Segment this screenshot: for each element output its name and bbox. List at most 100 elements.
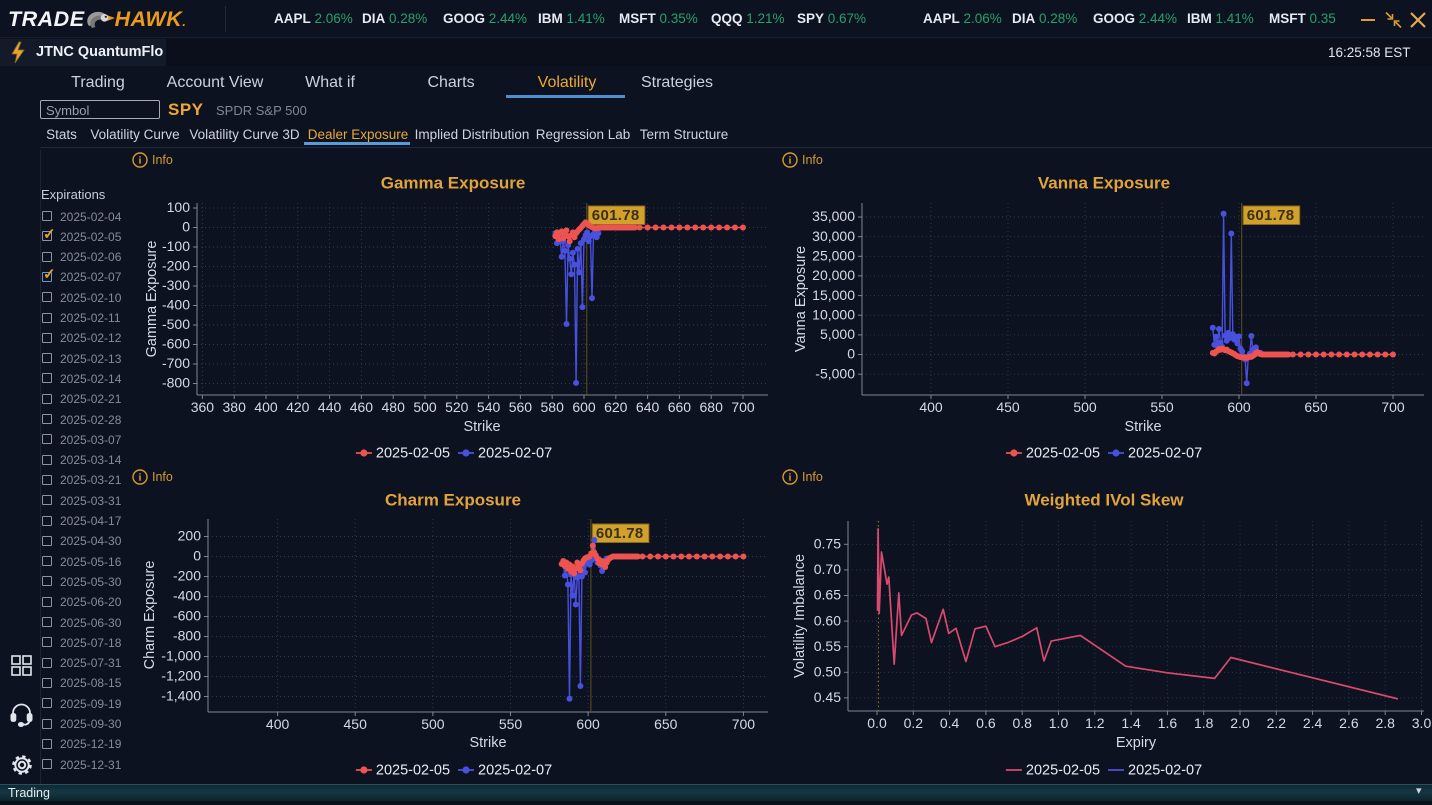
svg-text:650: 650 [1304, 399, 1328, 415]
svg-text:650: 650 [654, 716, 678, 732]
svg-text:Info: Info [152, 153, 173, 167]
svg-text:440: 440 [318, 399, 342, 415]
svg-text:-800: -800 [162, 375, 190, 391]
svg-text:2.2: 2.2 [1267, 715, 1287, 731]
svg-text:Info: Info [152, 470, 173, 484]
svg-text:2025-02-05: 2025-02-05 [1026, 445, 1100, 461]
svg-text:-600: -600 [162, 336, 190, 352]
svg-text:460: 460 [350, 399, 374, 415]
svg-text:0.0: 0.0 [867, 715, 887, 731]
svg-text:-400: -400 [162, 297, 190, 313]
svg-text:-400: -400 [173, 588, 201, 604]
svg-text:700: 700 [732, 716, 756, 732]
svg-text:0.75: 0.75 [814, 536, 841, 552]
svg-text:20,000: 20,000 [812, 267, 855, 283]
svg-text:i: i [139, 472, 142, 483]
svg-text:500: 500 [1073, 399, 1097, 415]
svg-text:Strike: Strike [1124, 419, 1161, 435]
svg-text:0.55: 0.55 [814, 638, 841, 654]
svg-text:30,000: 30,000 [812, 228, 855, 244]
svg-text:i: i [789, 155, 792, 166]
svg-text:400: 400 [254, 399, 278, 415]
svg-text:i: i [139, 155, 142, 166]
svg-text:0.2: 0.2 [904, 715, 924, 731]
svg-text:Charm Exposure: Charm Exposure [142, 561, 158, 670]
svg-text:-1,200: -1,200 [161, 668, 201, 684]
svg-text:100: 100 [167, 199, 191, 215]
svg-text:-600: -600 [173, 608, 201, 624]
svg-text:15,000: 15,000 [812, 287, 855, 303]
svg-text:2.0: 2.0 [1230, 715, 1250, 731]
svg-text:Vanna Exposure: Vanna Exposure [793, 246, 809, 352]
svg-text:3.0: 3.0 [1412, 715, 1432, 731]
svg-text:2.6: 2.6 [1339, 715, 1359, 731]
svg-text:-1,000: -1,000 [161, 648, 201, 664]
svg-text:0.8: 0.8 [1012, 715, 1032, 731]
svg-text:1.2: 1.2 [1085, 715, 1105, 731]
svg-text:700: 700 [1381, 399, 1405, 415]
svg-text:0: 0 [193, 548, 201, 564]
svg-text:0: 0 [182, 219, 190, 235]
svg-text:25,000: 25,000 [812, 248, 855, 264]
svg-text:2025-02-07: 2025-02-07 [478, 762, 552, 778]
svg-text:-100: -100 [162, 238, 190, 254]
svg-text:Gamma Exposure: Gamma Exposure [381, 173, 526, 192]
svg-text:Volatility Imbalance: Volatility Imbalance [792, 554, 808, 678]
svg-text:2025-02-07: 2025-02-07 [1128, 445, 1202, 461]
svg-text:550: 550 [1150, 399, 1174, 415]
svg-text:1.6: 1.6 [1158, 715, 1178, 731]
svg-text:1.0: 1.0 [1049, 715, 1069, 731]
svg-text:520: 520 [445, 399, 469, 415]
svg-text:601.78: 601.78 [1247, 207, 1295, 224]
svg-text:0.70: 0.70 [814, 561, 841, 577]
svg-text:601.78: 601.78 [596, 525, 644, 542]
svg-text:Info: Info [802, 153, 823, 167]
svg-text:-300: -300 [162, 277, 190, 293]
svg-text:620: 620 [604, 399, 628, 415]
svg-text:700: 700 [731, 399, 755, 415]
svg-text:2025-02-07: 2025-02-07 [478, 445, 552, 461]
svg-text:420: 420 [286, 399, 310, 415]
svg-text:Strike: Strike [469, 735, 506, 751]
svg-text:0.60: 0.60 [814, 612, 841, 628]
svg-text:450: 450 [996, 399, 1020, 415]
svg-text:-200: -200 [162, 258, 190, 274]
svg-text:Charm Exposure: Charm Exposure [385, 490, 521, 509]
svg-text:680: 680 [700, 399, 724, 415]
svg-text:Expiry: Expiry [1116, 735, 1157, 751]
svg-text:-500: -500 [162, 316, 190, 332]
svg-text:2.4: 2.4 [1303, 715, 1323, 731]
svg-text:2025-02-07: 2025-02-07 [1128, 762, 1202, 778]
svg-text:0.4: 0.4 [940, 715, 960, 731]
svg-text:500: 500 [413, 399, 437, 415]
svg-text:200: 200 [178, 528, 202, 544]
svg-text:Gamma Exposure: Gamma Exposure [144, 241, 160, 358]
svg-text:400: 400 [919, 399, 943, 415]
svg-text:540: 540 [477, 399, 501, 415]
svg-text:601.78: 601.78 [592, 207, 640, 224]
svg-text:0.65: 0.65 [814, 587, 841, 603]
svg-text:660: 660 [668, 399, 692, 415]
svg-text:2.8: 2.8 [1375, 715, 1395, 731]
svg-text:1.8: 1.8 [1194, 715, 1214, 731]
svg-text:380: 380 [223, 399, 247, 415]
svg-text:5,000: 5,000 [820, 326, 855, 342]
svg-text:2025-02-05: 2025-02-05 [376, 762, 450, 778]
svg-text:Info: Info [802, 470, 823, 484]
svg-text:600: 600 [1227, 399, 1251, 415]
svg-text:-800: -800 [173, 628, 201, 644]
svg-text:2025-02-05: 2025-02-05 [376, 445, 450, 461]
svg-text:10,000: 10,000 [812, 306, 855, 322]
svg-text:560: 560 [509, 399, 533, 415]
svg-text:0: 0 [847, 346, 855, 362]
svg-text:360: 360 [191, 399, 215, 415]
svg-text:-200: -200 [173, 568, 201, 584]
svg-text:35,000: 35,000 [812, 208, 855, 224]
svg-text:550: 550 [499, 716, 523, 732]
svg-text:Weighted IVol Skew: Weighted IVol Skew [1024, 490, 1184, 509]
svg-text:600: 600 [576, 716, 600, 732]
svg-text:480: 480 [382, 399, 406, 415]
svg-text:1.4: 1.4 [1121, 715, 1141, 731]
svg-text:600: 600 [572, 399, 596, 415]
svg-text:Vanna Exposure: Vanna Exposure [1038, 173, 1170, 192]
